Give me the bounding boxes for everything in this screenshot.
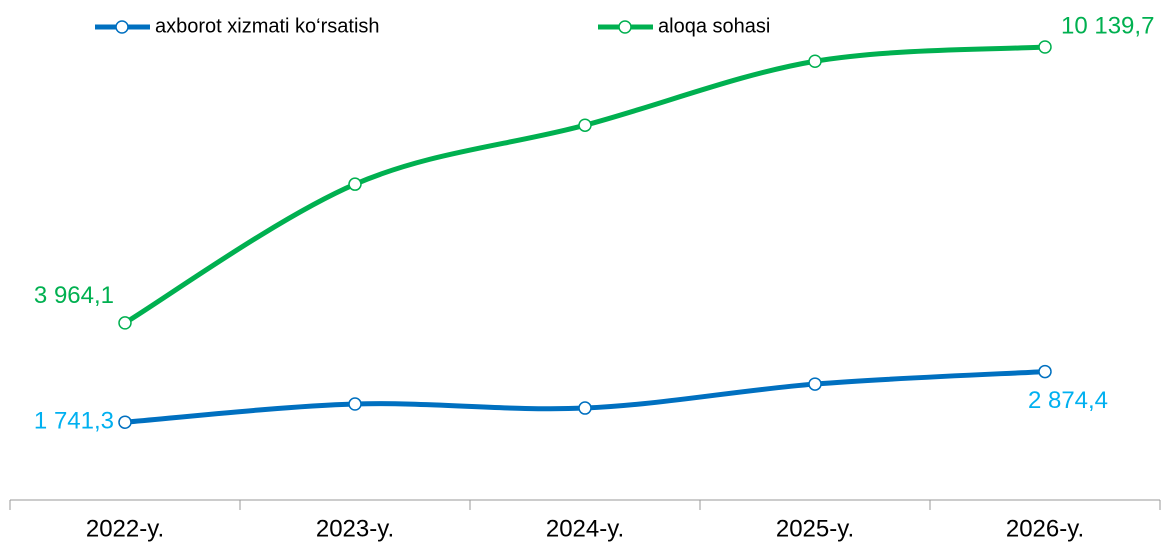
x-tick-label: 2025-y. bbox=[776, 515, 854, 542]
legend-marker bbox=[618, 20, 632, 34]
data-point bbox=[118, 316, 132, 330]
data-point bbox=[348, 177, 362, 191]
data-label: 10 139,7 bbox=[1061, 12, 1154, 39]
data-point bbox=[808, 54, 822, 68]
legend-label: aloqa sohasi bbox=[658, 15, 770, 37]
x-tick-label: 2026-y. bbox=[1006, 515, 1084, 542]
legend-marker bbox=[115, 20, 129, 34]
data-point bbox=[348, 397, 362, 411]
data-point bbox=[118, 415, 132, 429]
data-label: 1 741,3 bbox=[34, 408, 114, 435]
data-point bbox=[1038, 364, 1052, 379]
data-label: 2 874,4 bbox=[1028, 387, 1108, 414]
x-tick-label: 2022-y. bbox=[86, 515, 164, 542]
legend-label: axborot xizmati ko‘rsatish bbox=[155, 15, 380, 37]
data-point bbox=[578, 118, 592, 132]
data-point bbox=[578, 401, 592, 415]
x-tick-label: 2023-y. bbox=[316, 515, 394, 542]
data-point bbox=[1038, 40, 1052, 54]
series-line bbox=[122, 44, 1048, 326]
data-point bbox=[808, 377, 822, 391]
x-tick-label: 2024-y. bbox=[546, 515, 624, 542]
data-label: 3 964,1 bbox=[34, 282, 114, 309]
